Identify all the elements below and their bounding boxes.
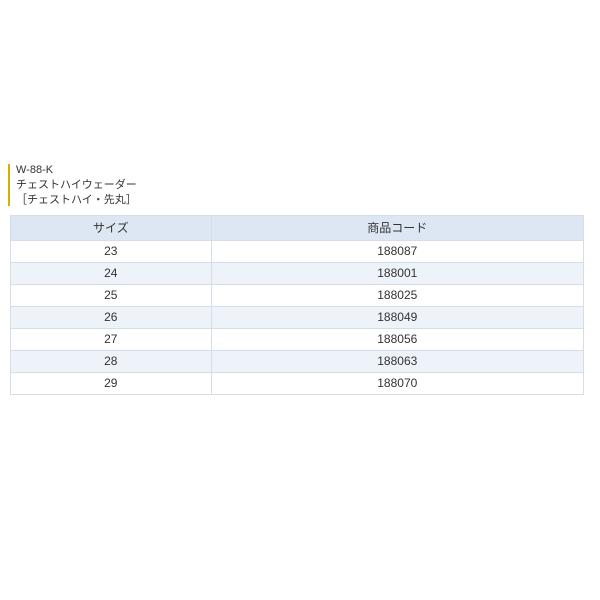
cell-code: 188049 [211, 307, 583, 329]
table-row: 28188063 [11, 351, 584, 373]
table-row: 24188001 [11, 263, 584, 285]
title-line-2: チェストハイウェーダー [16, 178, 137, 193]
col-header-size: サイズ [11, 216, 212, 241]
title-line-3: ［チェストハイ・先丸］ [16, 193, 137, 208]
cell-size: 25 [11, 285, 212, 307]
cell-size: 24 [11, 263, 212, 285]
table-header-row: サイズ 商品コード [11, 216, 584, 241]
title-line-1: W-88-K [16, 163, 137, 178]
cell-code: 188070 [211, 373, 583, 395]
cell-code: 188087 [211, 241, 583, 263]
size-table-wrap: サイズ 商品コード 231880872418800125188025261880… [10, 215, 584, 395]
page: W-88-K チェストハイウェーダー ［チェストハイ・先丸］ サイズ 商品コード… [0, 0, 600, 600]
cell-size: 26 [11, 307, 212, 329]
cell-size: 27 [11, 329, 212, 351]
table-row: 26188049 [11, 307, 584, 329]
product-title-block: W-88-K チェストハイウェーダー ［チェストハイ・先丸］ [16, 163, 137, 208]
size-table: サイズ 商品コード 231880872418800125188025261880… [10, 215, 584, 395]
table-row: 23188087 [11, 241, 584, 263]
accent-bar [8, 164, 10, 206]
col-header-code: 商品コード [211, 216, 583, 241]
table-row: 29188070 [11, 373, 584, 395]
table-row: 25188025 [11, 285, 584, 307]
cell-code: 188025 [211, 285, 583, 307]
cell-code: 188056 [211, 329, 583, 351]
cell-size: 28 [11, 351, 212, 373]
cell-code: 188063 [211, 351, 583, 373]
cell-size: 29 [11, 373, 212, 395]
cell-code: 188001 [211, 263, 583, 285]
cell-size: 23 [11, 241, 212, 263]
table-row: 27188056 [11, 329, 584, 351]
